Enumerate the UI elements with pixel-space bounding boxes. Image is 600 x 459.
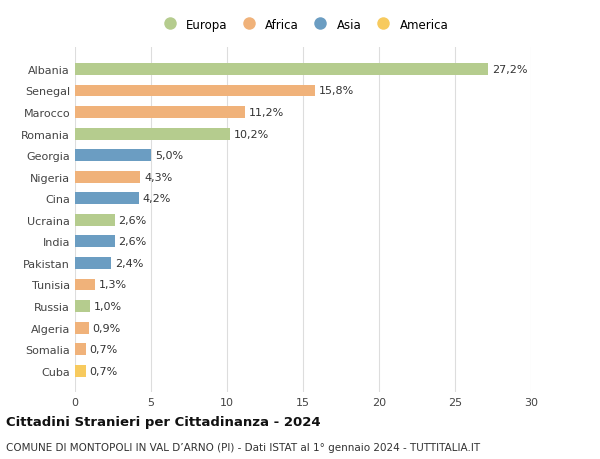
Text: 15,8%: 15,8% [319, 86, 354, 96]
Bar [75, 322, 89, 334]
Bar [75, 279, 95, 291]
Text: 4,2%: 4,2% [143, 194, 171, 204]
Text: 2,6%: 2,6% [118, 237, 146, 247]
Text: 2,6%: 2,6% [118, 215, 146, 225]
Text: 2,4%: 2,4% [115, 258, 143, 269]
Bar [75, 214, 115, 226]
Text: 10,2%: 10,2% [234, 129, 269, 139]
Legend: Europa, Africa, Asia, America: Europa, Africa, Asia, America [155, 16, 451, 34]
Text: 11,2%: 11,2% [249, 108, 284, 118]
Bar [75, 301, 90, 312]
Text: 1,0%: 1,0% [94, 302, 122, 311]
Text: Cittadini Stranieri per Cittadinanza - 2024: Cittadini Stranieri per Cittadinanza - 2… [6, 415, 320, 428]
Bar [75, 150, 151, 162]
Text: 5,0%: 5,0% [155, 151, 183, 161]
Bar [75, 64, 488, 76]
Bar [75, 85, 315, 97]
Text: 4,3%: 4,3% [144, 172, 172, 182]
Bar [75, 171, 140, 183]
Bar [75, 365, 86, 377]
Text: 0,7%: 0,7% [89, 344, 118, 354]
Bar [75, 193, 139, 205]
Bar [75, 257, 112, 269]
Bar [75, 343, 86, 355]
Bar [75, 236, 115, 248]
Bar [75, 107, 245, 119]
Text: 0,9%: 0,9% [92, 323, 121, 333]
Text: COMUNE DI MONTOPOLI IN VAL D’ARNO (PI) - Dati ISTAT al 1° gennaio 2024 - TUTTITA: COMUNE DI MONTOPOLI IN VAL D’ARNO (PI) -… [6, 442, 480, 452]
Text: 0,7%: 0,7% [89, 366, 118, 376]
Text: 1,3%: 1,3% [98, 280, 127, 290]
Text: 27,2%: 27,2% [492, 65, 528, 75]
Bar [75, 129, 230, 140]
